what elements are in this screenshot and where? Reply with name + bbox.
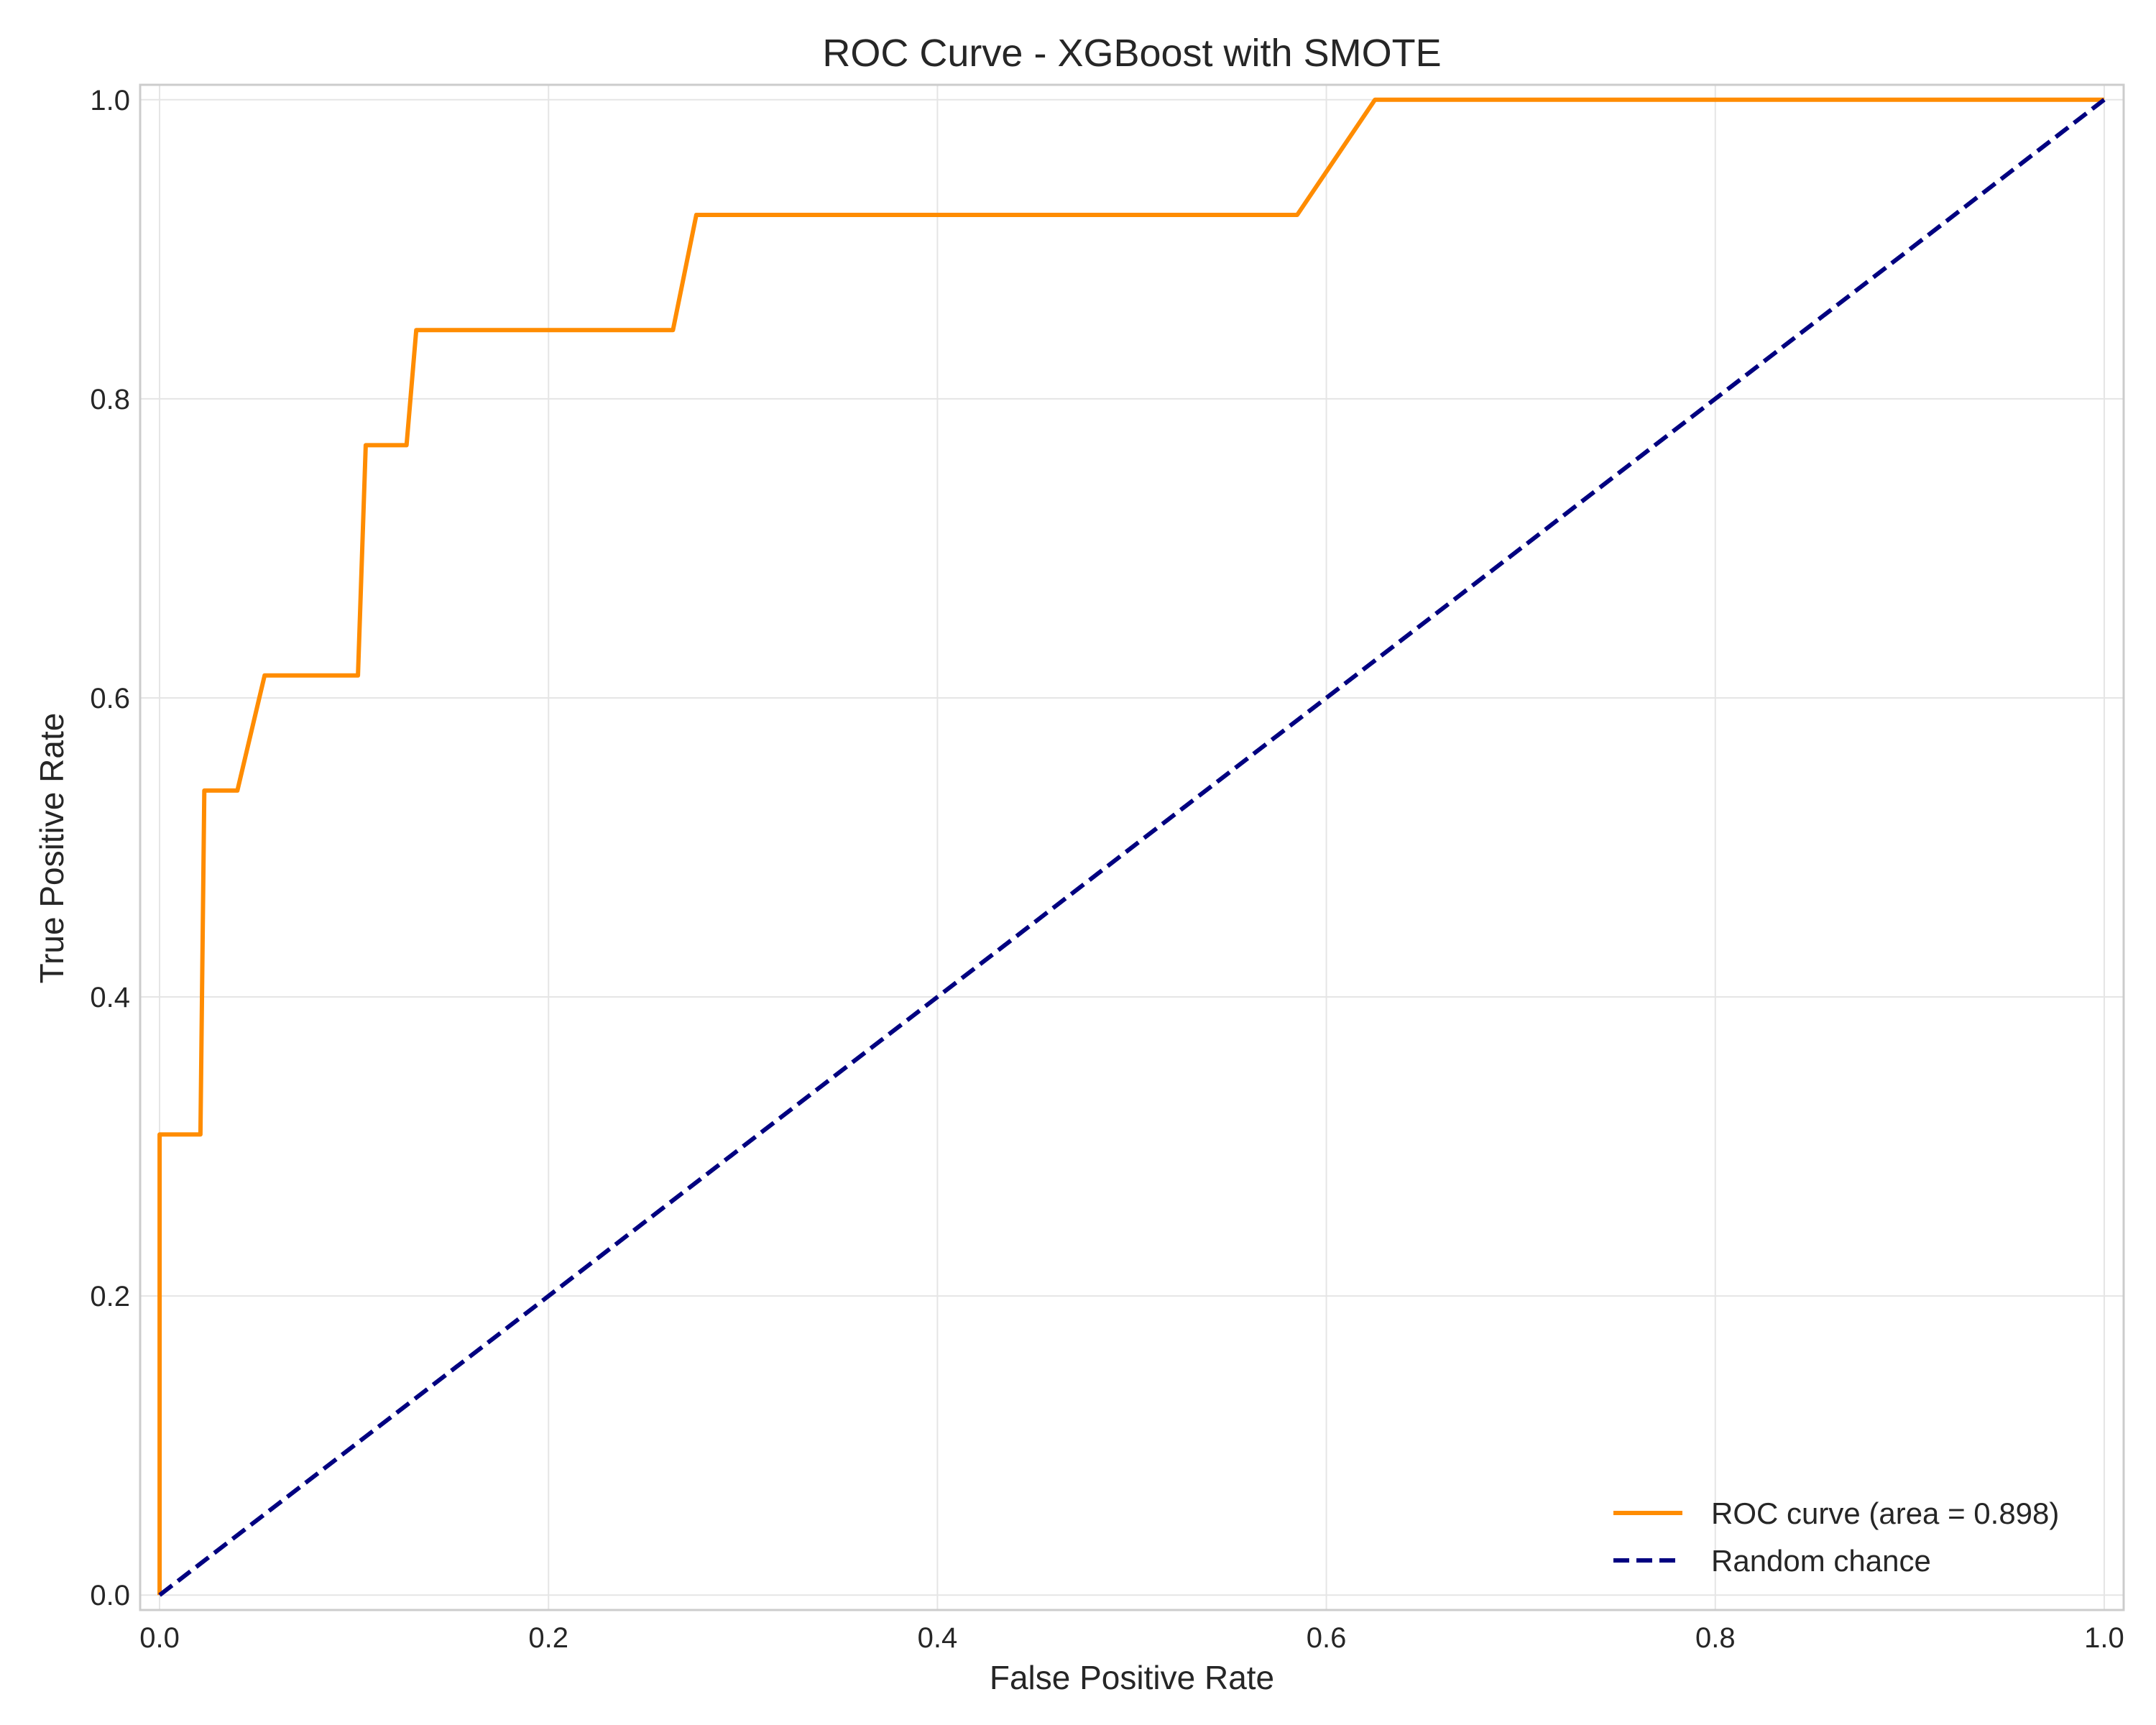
plot-frame: [139, 83, 2125, 1611]
y-tick-label: 0.6: [90, 683, 130, 714]
x-axis-title: False Positive Rate: [990, 1659, 1274, 1696]
x-tick-label: 0.0: [139, 1622, 180, 1654]
legend-label: ROC curve (area = 0.898): [1711, 1496, 2059, 1530]
x-axis-ticks: 0.0 0.2 0.4 0.6 0.8 1.0: [139, 1622, 2124, 1654]
x-tick-label: 0.8: [1695, 1622, 1736, 1654]
y-tick-label: 0.4: [90, 982, 130, 1013]
plot-series: [157, 97, 2106, 1597]
y-axis-ticks: 0.0 0.2 0.4 0.6 0.8 1.0: [90, 85, 130, 1611]
x-tick-label: 0.4: [918, 1622, 958, 1654]
y-tick-label: 0.2: [90, 1281, 130, 1312]
random-chance-line: [158, 98, 2106, 1597]
y-axis-title: True Positive Rate: [33, 713, 70, 984]
y-tick-label: 0.0: [90, 1580, 130, 1611]
legend: ROC curve (area = 0.898) Random chance: [1613, 1496, 2059, 1578]
roc-curve-line: [157, 97, 2104, 1596]
x-tick-label: 0.2: [528, 1622, 568, 1654]
y-tick-label: 1.0: [90, 85, 130, 116]
grid: [140, 85, 2124, 1610]
y-tick-label: 0.8: [90, 384, 130, 415]
chart-title: ROC Curve - XGBoost with SMOTE: [822, 32, 1441, 75]
legend-label: Random chance: [1711, 1544, 1931, 1578]
x-tick-label: 0.6: [1307, 1622, 1347, 1654]
x-tick-label: 1.0: [2084, 1622, 2124, 1654]
